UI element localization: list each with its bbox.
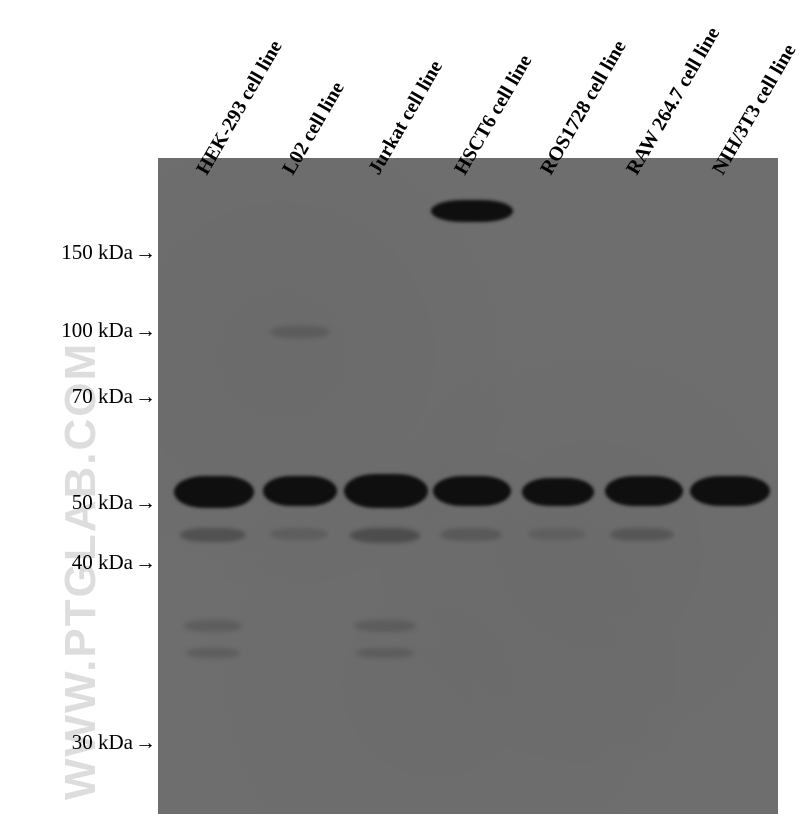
arrow-icon: → [135,240,156,265]
arrow-icon: → [135,730,156,755]
band-45k-lane1 [180,528,246,542]
band-35k-a-lane1 [184,620,242,632]
band-35k-b-lane3 [356,648,414,658]
marker-30: 30 kDa→ [72,730,156,755]
arrow-icon: → [135,550,156,575]
marker-70-text: 70 kDa [72,384,133,408]
blot-membrane [158,158,778,814]
marker-50-text: 50 kDa [72,490,133,514]
marker-100-text: 100 kDa [61,318,133,342]
band-45k-lane3 [350,528,420,543]
band-main-lane7 [690,476,770,506]
band-100k-lane2 [270,326,330,338]
band-45k-lane4 [440,528,502,541]
lane-label-6: RAW 264.7 cell line [622,23,725,179]
arrow-icon: → [135,490,156,515]
arrow-icon: → [135,318,156,343]
band-main-lane1 [174,476,254,508]
marker-40: 40 kDa→ [72,550,156,575]
band-main-lane5 [522,478,594,506]
band-45k-lane2 [270,528,328,540]
band-main-lane6 [605,476,683,506]
band-45k-lane6 [610,528,674,541]
band-top-lane4 [431,200,513,222]
marker-100: 100 kDa→ [61,318,156,343]
band-35k-a-lane3 [354,620,416,632]
band-main-lane2 [263,476,337,506]
band-main-lane4 [433,476,511,506]
marker-70: 70 kDa→ [72,384,156,409]
marker-30-text: 30 kDa [72,730,133,754]
band-35k-b-lane1 [186,648,240,658]
band-main-lane3 [344,474,428,508]
marker-50: 50 kDa→ [72,490,156,515]
western-blot-figure: WWW.PTGLAB.COM HEK-293 cell line L02 cel… [0,0,808,829]
marker-40-text: 40 kDa [72,550,133,574]
marker-150: 150 kDa→ [61,240,156,265]
marker-150-text: 150 kDa [61,240,133,264]
arrow-icon: → [135,384,156,409]
band-45k-lane5 [528,528,586,540]
